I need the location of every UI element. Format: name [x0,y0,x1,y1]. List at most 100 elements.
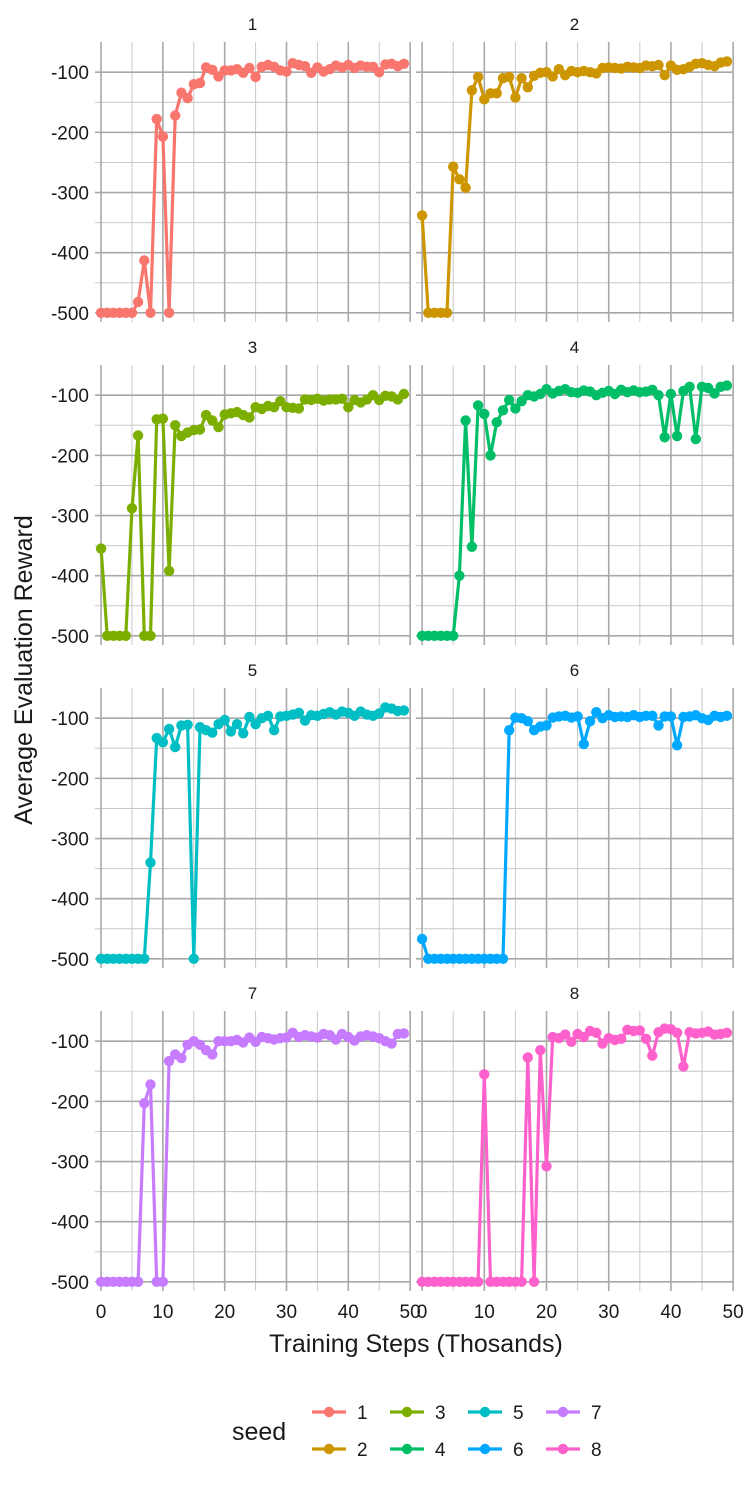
data-point [665,388,677,400]
legend-key-marker [557,1406,569,1418]
data-point [157,413,169,424]
data-point [491,417,502,428]
data-point [460,182,471,193]
data-point [665,711,677,722]
legend: seed 1 2 3 4 5 6 7 8 [232,1403,602,1461]
data-point [145,857,156,868]
data-point [454,570,465,581]
legend-key-marker [323,1406,335,1418]
legend-label: 8 [591,1440,602,1461]
data-point [157,131,169,142]
data-point [472,71,484,83]
data-point [398,705,410,716]
x-tick-label: 10 [474,1302,495,1323]
data-point [479,408,490,420]
data-point [207,415,218,426]
data-point [231,719,243,730]
y-tick-label: -400 [51,244,89,265]
data-point [497,405,509,416]
facet-panel-8: 8 0 10 20 30 40 50 [416,984,744,1323]
legend-label: 4 [435,1440,446,1461]
data-point [126,503,138,514]
data-point [504,71,515,83]
data-point [466,541,478,552]
data-point [522,716,533,727]
data-point [151,113,162,125]
data-point [491,88,502,99]
data-point [647,1050,658,1061]
data-point [238,728,249,739]
data-point [541,720,552,731]
facet-panel-7: 7 -500 -400 -300 -200 -100 0 10 20 30 40 50 [51,984,421,1323]
facet-strip-label: 4 [570,338,579,357]
data-point [584,716,596,727]
data-point [207,64,218,76]
y-tick-label: -500 [51,950,89,971]
y-tick-label: -200 [51,1092,89,1113]
legend-label: 1 [357,1403,368,1424]
y-tick-label: -200 [51,123,89,144]
data-point [448,161,459,172]
data-point [472,400,484,411]
facet-strip-label: 3 [248,338,257,357]
legend-item-5: 5 [468,1403,524,1424]
data-point [194,424,206,435]
data-point [460,415,471,426]
x-tick-label: 20 [536,1302,557,1323]
facet-panel-3: 3 -500 -400 -300 -200 -100 [51,338,411,648]
data-point [721,710,733,721]
data-point [504,394,515,406]
data-point [516,73,527,84]
x-tick-label: 40 [338,1302,359,1323]
legend-key-marker [323,1443,335,1455]
y-tick-label: -100 [51,1032,89,1053]
data-point [510,92,521,103]
facet-panel-6: 6 [416,661,734,968]
data-point [566,1036,577,1048]
data-point [250,71,261,83]
data-point [640,1033,652,1045]
legend-label: 7 [591,1403,602,1424]
y-tick-label: -100 [51,63,89,84]
data-point [535,1045,546,1056]
data-point [671,1027,683,1039]
y-tick-label: -500 [51,627,89,648]
data-point [497,953,509,964]
legend-key-marker [401,1443,413,1455]
data-point [336,393,348,404]
legend-item-1: 1 [312,1403,368,1424]
facet-panel-2: 2 [416,15,734,322]
x-tick-label: 50 [723,1302,744,1323]
data-point [510,403,521,414]
data-point [170,110,181,121]
data-point [207,1049,218,1060]
x-tick-label: 40 [660,1302,681,1323]
data-point [709,388,720,399]
data-point [659,70,670,81]
legend-item-2: 2 [312,1440,368,1461]
data-point [659,432,670,443]
y-tick-label: -300 [51,184,89,205]
data-point [653,390,664,401]
legend-key-marker [479,1406,491,1418]
data-point [721,1027,733,1039]
data-point [547,71,558,82]
data-point [262,710,274,721]
data-point [139,255,150,266]
data-point [416,933,428,945]
data-point [522,82,533,93]
data-point [139,1098,150,1109]
x-tick-label: 0 [96,1302,107,1323]
data-point [170,741,181,753]
data-point [398,388,410,400]
y-tick-label: -500 [51,1273,89,1294]
data-point [157,737,169,748]
data-point [522,1052,533,1063]
data-point [416,210,428,221]
data-point [374,67,385,78]
data-point [145,630,156,641]
data-point [120,630,131,641]
data-point [386,1038,397,1049]
